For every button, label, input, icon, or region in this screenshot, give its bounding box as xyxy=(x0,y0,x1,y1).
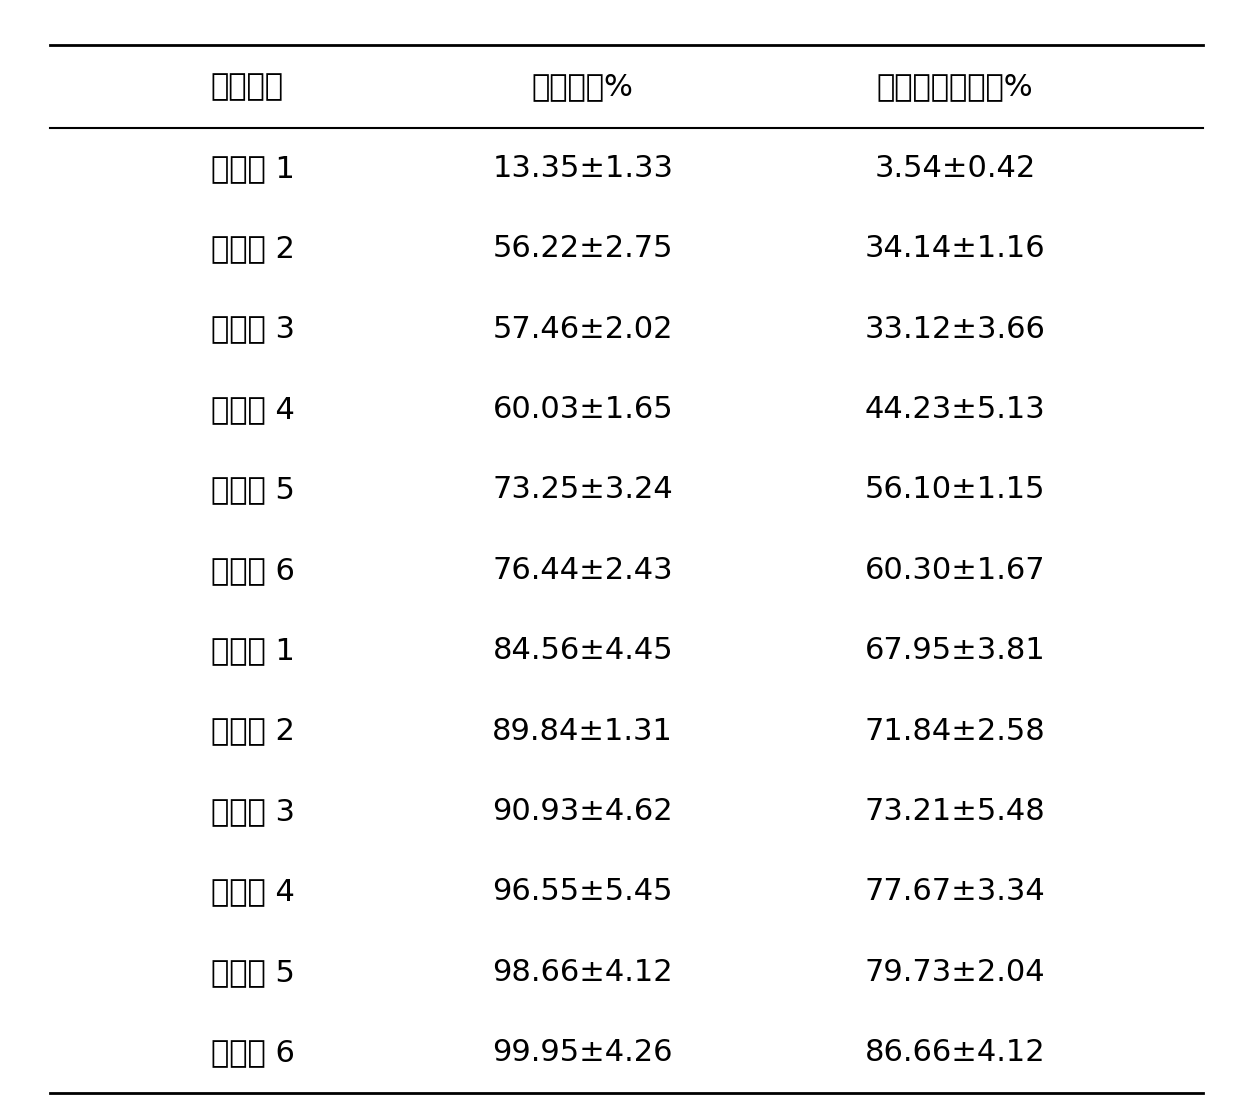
Text: 实施例 6: 实施例 6 xyxy=(211,1038,295,1067)
Text: 90.93±4.62: 90.93±4.62 xyxy=(492,797,673,826)
Text: 67.95±3.81: 67.95±3.81 xyxy=(864,637,1045,666)
Text: 对比例 1: 对比例 1 xyxy=(211,154,295,183)
Text: 71.84±2.58: 71.84±2.58 xyxy=(864,717,1045,746)
Text: 84.56±4.45: 84.56±4.45 xyxy=(492,637,673,666)
Text: 73.25±3.24: 73.25±3.24 xyxy=(492,475,673,504)
Text: 净化效率%: 净化效率% xyxy=(532,71,634,101)
Text: 86.66±4.12: 86.66±4.12 xyxy=(864,1038,1045,1067)
Text: 实施例 4: 实施例 4 xyxy=(211,877,295,906)
Text: 56.10±1.15: 56.10±1.15 xyxy=(864,475,1045,504)
Text: 34.14±1.16: 34.14±1.16 xyxy=(864,234,1045,263)
Text: 对比例 4: 对比例 4 xyxy=(211,395,295,424)
Text: 实施例 3: 实施例 3 xyxy=(211,797,295,826)
Text: 对比例 5: 对比例 5 xyxy=(211,475,295,504)
Text: 89.84±1.31: 89.84±1.31 xyxy=(492,717,673,746)
Text: 96.55±5.45: 96.55±5.45 xyxy=(492,877,673,906)
Text: 对比例 3: 对比例 3 xyxy=(211,315,295,344)
Text: 实验分组: 实验分组 xyxy=(211,71,284,101)
Text: 77.67±3.34: 77.67±3.34 xyxy=(864,877,1045,906)
Text: 57.46±2.02: 57.46±2.02 xyxy=(492,315,673,344)
Text: 79.73±2.04: 79.73±2.04 xyxy=(864,958,1045,987)
Text: 对比例 6: 对比例 6 xyxy=(211,555,295,584)
Text: 56.22±2.75: 56.22±2.75 xyxy=(492,234,673,263)
Text: 44.23±5.13: 44.23±5.13 xyxy=(864,395,1045,424)
Text: 对比例 2: 对比例 2 xyxy=(211,234,295,263)
Text: 实施例 5: 实施例 5 xyxy=(211,958,295,987)
Text: 13.35±1.33: 13.35±1.33 xyxy=(492,154,673,183)
Text: 实施例 2: 实施例 2 xyxy=(211,717,295,746)
Text: 33.12±3.66: 33.12±3.66 xyxy=(864,315,1045,344)
Text: 98.66±4.12: 98.66±4.12 xyxy=(492,958,673,987)
Text: 73.21±5.48: 73.21±5.48 xyxy=(864,797,1045,826)
Text: 3.54±0.42: 3.54±0.42 xyxy=(874,154,1035,183)
Text: 净化效率持久性%: 净化效率持久性% xyxy=(877,71,1033,101)
Text: 60.03±1.65: 60.03±1.65 xyxy=(492,395,673,424)
Text: 99.95±4.26: 99.95±4.26 xyxy=(492,1038,673,1067)
Text: 60.30±1.67: 60.30±1.67 xyxy=(864,555,1045,584)
Text: 实施例 1: 实施例 1 xyxy=(211,637,295,666)
Text: 76.44±2.43: 76.44±2.43 xyxy=(492,555,673,584)
